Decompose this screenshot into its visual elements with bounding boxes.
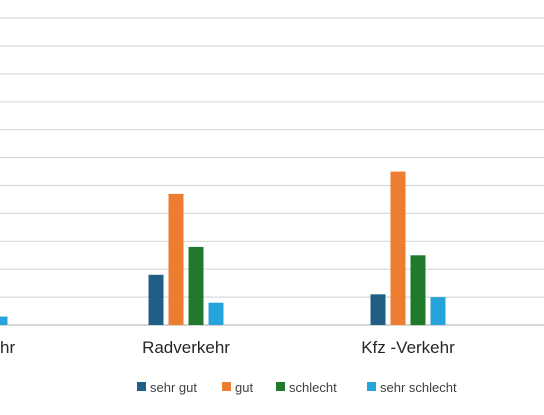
bar-sehr-gut-1 xyxy=(148,274,164,325)
legend-swatch xyxy=(222,382,231,391)
legend-label: gut xyxy=(235,380,253,395)
bar-gut-2 xyxy=(390,171,406,325)
legend-label: sehr gut xyxy=(150,380,197,395)
bar-schlecht-1 xyxy=(188,246,204,325)
gridlines xyxy=(0,17,544,326)
x-tick-label: Kfz -Verkehr xyxy=(361,338,455,357)
legend-swatch xyxy=(276,382,285,391)
x-axis-labels: hr Radverkehr Kfz -Verkehr xyxy=(0,338,455,357)
legend-label: sehr schlecht xyxy=(380,380,457,395)
bar-sehr-schlecht-1 xyxy=(208,302,224,325)
legend: sehr gut gut schlecht sehr schlecht xyxy=(137,380,457,395)
bars xyxy=(0,171,446,326)
x-tick-label: hr xyxy=(0,338,15,357)
legend-label: schlecht xyxy=(289,380,337,395)
bar-gut-1 xyxy=(168,193,184,325)
bar-sehr-schlecht-2 xyxy=(430,297,446,325)
bar-schlecht-2 xyxy=(410,255,426,326)
x-tick-label: Radverkehr xyxy=(142,338,230,357)
bar-sehr-schlecht-0 xyxy=(0,316,8,325)
legend-swatch xyxy=(367,382,376,391)
bar-sehr-gut-2 xyxy=(370,294,386,325)
legend-swatch xyxy=(137,382,146,391)
